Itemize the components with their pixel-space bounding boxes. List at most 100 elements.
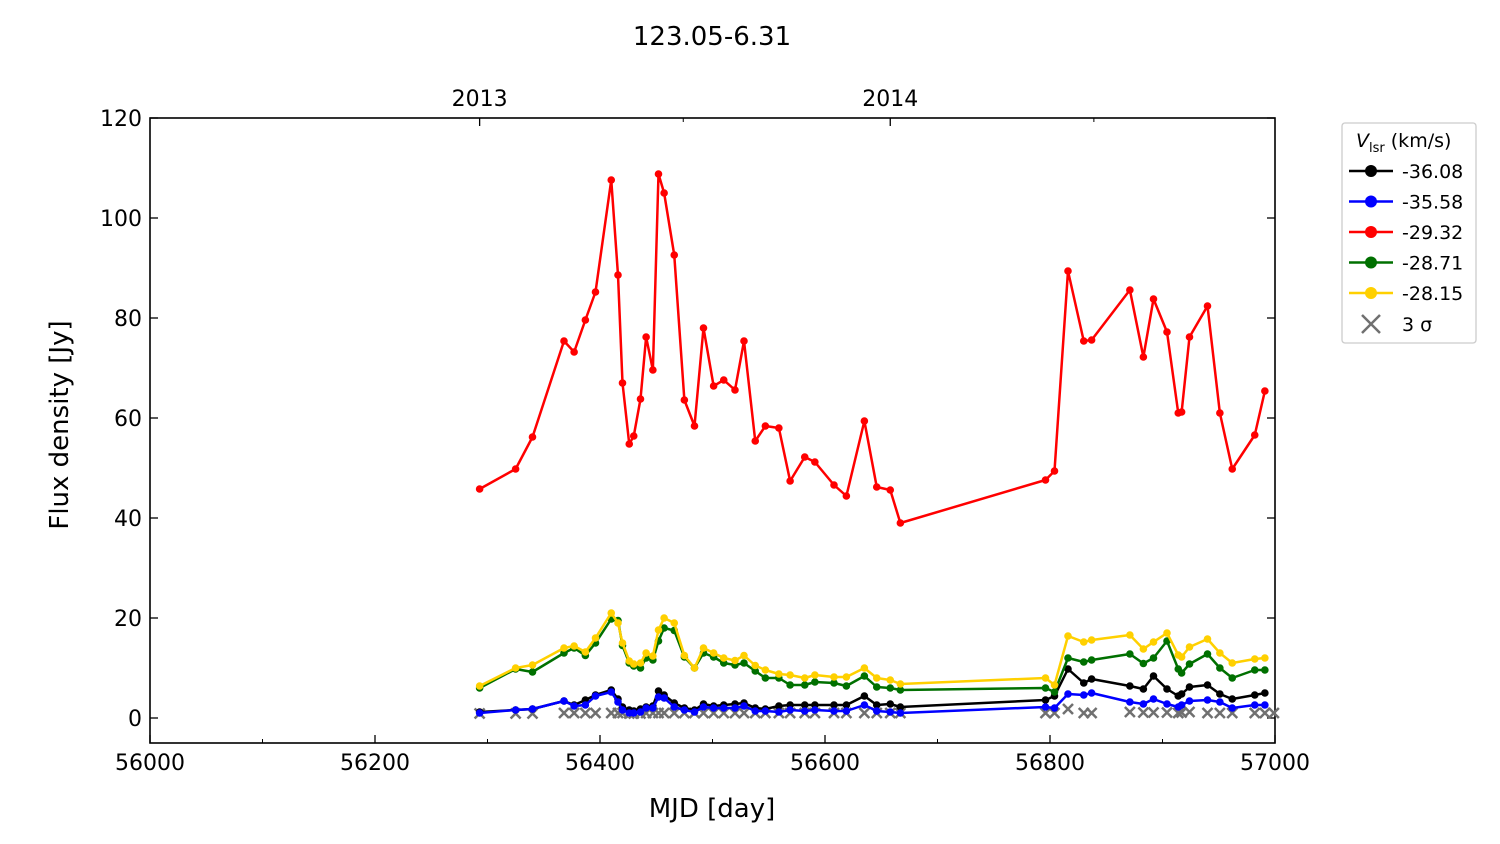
data-point [830, 701, 838, 709]
data-point [1126, 650, 1134, 658]
data-point [581, 648, 590, 656]
data-point [896, 680, 905, 688]
data-point [1177, 701, 1186, 709]
chart-title: 123.05-6.31 [633, 22, 791, 52]
data-point [1041, 703, 1050, 711]
data-point [1041, 684, 1050, 692]
data-point [1261, 654, 1269, 662]
data-point [660, 694, 668, 702]
data-point [528, 661, 537, 669]
data-point [811, 706, 819, 714]
data-point [811, 671, 819, 679]
data-point [786, 477, 794, 485]
sigma3-marker [668, 707, 681, 719]
legend-label: -28.71 [1402, 253, 1463, 275]
y-tick-label: 80 [114, 307, 142, 332]
sigma3-marker [1258, 707, 1271, 719]
data-point [560, 644, 568, 652]
sigma3-marker [1062, 703, 1074, 715]
data-point [475, 485, 484, 493]
data-point [860, 664, 869, 672]
sigma3-marker [1172, 707, 1185, 719]
data-point [670, 703, 679, 711]
data-point [570, 642, 578, 650]
legend-title: Vlsr (km/s) [1356, 130, 1451, 156]
data-point [1185, 697, 1194, 705]
x-tick-label: 56800 [1015, 751, 1085, 776]
data-point [1216, 690, 1224, 698]
data-point [1228, 465, 1237, 473]
data-point [680, 396, 689, 404]
data-point [896, 686, 905, 694]
data-point [872, 483, 881, 491]
data-point [649, 704, 657, 712]
data-point [811, 678, 819, 686]
sigma3-marker [1183, 706, 1196, 718]
data-point [560, 337, 568, 345]
data-point [1079, 679, 1088, 687]
data-point [800, 701, 809, 709]
data-point [709, 704, 718, 712]
data-point [654, 170, 663, 178]
data-point [886, 486, 895, 494]
data-point [1216, 649, 1224, 657]
data-point [1087, 656, 1096, 664]
data-point [1149, 295, 1158, 303]
data-point [1250, 655, 1259, 663]
data-point [642, 649, 650, 657]
data-point [842, 492, 851, 500]
data-point [1228, 659, 1237, 667]
data-point [1087, 636, 1096, 644]
data-point [1126, 682, 1134, 690]
data-point [1079, 691, 1088, 699]
data-point [1149, 695, 1158, 703]
data-point [800, 681, 809, 689]
sigma3-marker [1039, 707, 1052, 719]
data-point [1087, 689, 1096, 697]
data-point [1139, 645, 1148, 653]
data-point [800, 707, 809, 715]
data-point [1216, 409, 1224, 417]
data-point [475, 682, 484, 690]
legend-sigma-label: 3 σ [1402, 314, 1432, 336]
data-point [607, 609, 616, 617]
data-point [1185, 643, 1194, 651]
data-point [1126, 286, 1134, 294]
data-point [614, 271, 622, 279]
data-point [699, 324, 708, 332]
data-point [660, 189, 668, 197]
data-point [690, 422, 699, 430]
x-tick-label: 56400 [565, 751, 635, 776]
data-point [719, 654, 728, 662]
data-point [860, 701, 869, 709]
data-point [614, 619, 622, 627]
data-point [860, 692, 869, 700]
data-point [636, 659, 645, 667]
data-point [1079, 638, 1088, 646]
data-point [1149, 654, 1158, 662]
data-point [649, 366, 657, 374]
data-point [800, 453, 809, 461]
sigma3-marker [1201, 707, 1214, 719]
sigma3-marker [1147, 706, 1160, 719]
data-point [761, 422, 770, 430]
data-point [1163, 629, 1171, 637]
series-line--28.71 [479, 617, 1265, 694]
data-point [761, 674, 770, 682]
data-point [1149, 638, 1158, 646]
data-point [1139, 353, 1148, 361]
data-point [830, 679, 838, 687]
data-point [761, 666, 770, 674]
data-point [751, 437, 760, 445]
data-point [636, 708, 645, 716]
data-point [670, 251, 679, 259]
legend-label: -29.32 [1402, 222, 1463, 244]
data-point [1041, 476, 1050, 484]
data-point [719, 376, 728, 384]
data-point [740, 659, 748, 667]
data-point [670, 619, 679, 627]
data-point [886, 684, 895, 692]
data-point [690, 664, 699, 672]
sigma3-marker [568, 707, 581, 719]
data-point [1203, 302, 1212, 310]
